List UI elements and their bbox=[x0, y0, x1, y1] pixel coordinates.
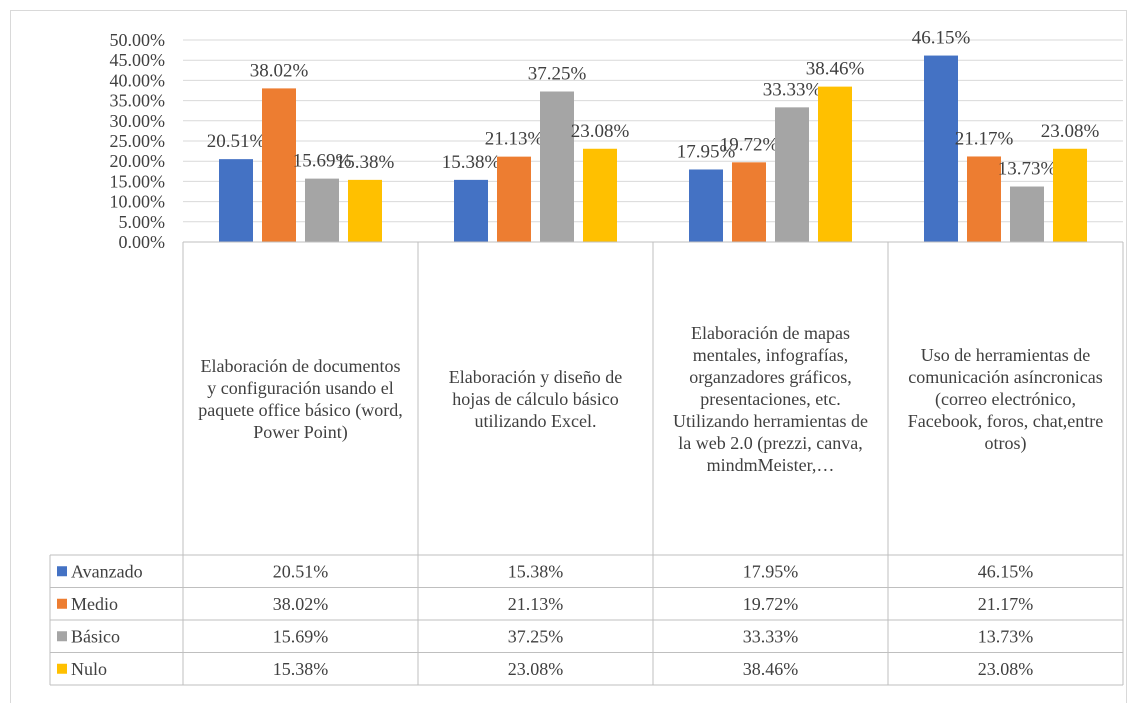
data-label: 38.46% bbox=[806, 59, 865, 80]
data-label: 46.15% bbox=[912, 28, 971, 49]
data-label: 21.13% bbox=[485, 129, 544, 150]
legend-label: Medio bbox=[71, 594, 118, 614]
bar bbox=[454, 179, 488, 242]
bar bbox=[348, 179, 382, 242]
x-tick-label: Elaboración de mapas mentales, infografí… bbox=[673, 322, 868, 475]
legend-key bbox=[57, 663, 67, 674]
table-cell: 13.73% bbox=[978, 626, 1034, 646]
bar bbox=[262, 88, 296, 242]
data-label: 15.38% bbox=[336, 152, 395, 173]
data-label: 15.69% bbox=[293, 151, 352, 172]
data-label: 38.02% bbox=[250, 60, 309, 81]
data-label: 37.25% bbox=[528, 64, 587, 85]
bar bbox=[583, 148, 617, 242]
y-tick-label: 15.00% bbox=[110, 171, 166, 191]
bar bbox=[775, 107, 809, 242]
bar bbox=[305, 178, 339, 242]
bar bbox=[219, 159, 253, 242]
x-tick-label: Elaboración de documentos y configuració… bbox=[198, 355, 403, 442]
legend-label: Básico bbox=[71, 626, 120, 646]
y-tick-label: 5.00% bbox=[119, 212, 166, 232]
data-label: 23.08% bbox=[571, 121, 630, 142]
y-tick-label: 10.00% bbox=[110, 192, 166, 212]
data-label: 13.73% bbox=[998, 159, 1057, 180]
y-tick-label: 0.00% bbox=[119, 232, 166, 252]
data-label: 20.51% bbox=[207, 131, 266, 152]
bar bbox=[1053, 148, 1087, 242]
y-tick-label: 40.00% bbox=[110, 70, 166, 90]
table-cell: 21.17% bbox=[978, 594, 1034, 614]
bar bbox=[818, 86, 852, 242]
bar bbox=[497, 156, 531, 242]
bar bbox=[732, 162, 766, 242]
y-tick-label: 25.00% bbox=[110, 131, 166, 151]
legend-key bbox=[57, 598, 67, 609]
bar bbox=[1010, 186, 1044, 242]
bar bbox=[689, 169, 723, 242]
x-tick-label: Uso de herramientas de comunicación asín… bbox=[907, 344, 1104, 453]
y-tick-label: 35.00% bbox=[110, 91, 166, 111]
y-tick-label: 30.00% bbox=[110, 111, 166, 131]
table-cell: 20.51% bbox=[273, 561, 329, 581]
x-tick-label: Elaboración y diseño de hojas de cálculo… bbox=[448, 366, 623, 431]
table-cell: 19.72% bbox=[743, 594, 799, 614]
data-label: 21.17% bbox=[955, 128, 1014, 149]
chart-border bbox=[10, 10, 1127, 703]
legend-key bbox=[57, 631, 67, 642]
table-cell: 37.25% bbox=[508, 626, 564, 646]
y-tick-label: 50.00% bbox=[110, 30, 166, 50]
table-cell: 15.38% bbox=[273, 659, 329, 679]
table-cell: 33.33% bbox=[743, 626, 799, 646]
bar bbox=[924, 55, 958, 242]
data-label: 33.33% bbox=[763, 79, 822, 100]
table-cell: 46.15% bbox=[978, 561, 1034, 581]
table-cell: 15.69% bbox=[273, 626, 329, 646]
table-cell: 38.02% bbox=[273, 594, 329, 614]
y-tick-label: 20.00% bbox=[110, 151, 166, 171]
table-cell: 17.95% bbox=[743, 561, 799, 581]
table-cell: 21.13% bbox=[508, 594, 564, 614]
legend-label: Avanzado bbox=[71, 561, 143, 581]
legend-key bbox=[57, 566, 67, 577]
table-cell: 38.46% bbox=[743, 659, 799, 679]
table-cell: 23.08% bbox=[508, 659, 564, 679]
data-label: 19.72% bbox=[720, 134, 779, 155]
y-tick-label: 45.00% bbox=[110, 50, 166, 70]
table-cell: 23.08% bbox=[978, 659, 1034, 679]
data-label: 23.08% bbox=[1041, 121, 1100, 142]
legend-label: Nulo bbox=[71, 659, 107, 679]
bar bbox=[540, 91, 574, 242]
data-label: 15.38% bbox=[442, 152, 501, 173]
table-cell: 15.38% bbox=[508, 561, 564, 581]
data-label: 17.95% bbox=[677, 141, 736, 162]
bar bbox=[967, 156, 1001, 242]
